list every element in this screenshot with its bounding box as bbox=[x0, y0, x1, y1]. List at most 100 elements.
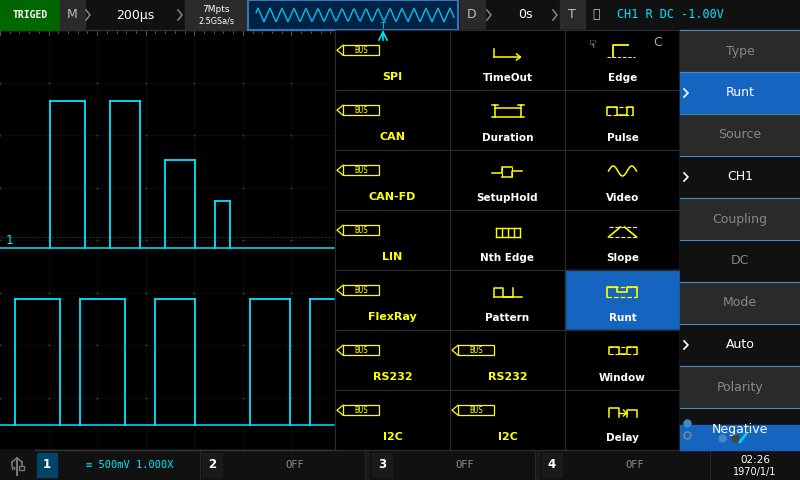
Text: T: T bbox=[568, 9, 576, 22]
Bar bbox=[565, 330, 680, 390]
Bar bbox=[335, 390, 450, 450]
Text: 3: 3 bbox=[378, 458, 386, 471]
Bar bbox=[248, 0, 458, 30]
Bar bbox=[680, 198, 800, 240]
Text: BUS: BUS bbox=[469, 346, 483, 355]
Bar bbox=[450, 150, 565, 210]
Bar bbox=[450, 90, 565, 150]
Text: 4: 4 bbox=[548, 458, 556, 471]
Text: Polarity: Polarity bbox=[717, 381, 763, 394]
Bar bbox=[450, 270, 565, 330]
Text: D: D bbox=[467, 9, 477, 22]
Bar bbox=[680, 408, 800, 450]
Text: CAN-FD: CAN-FD bbox=[369, 192, 416, 202]
Bar bbox=[335, 270, 450, 330]
Text: FlexRay: FlexRay bbox=[368, 312, 417, 322]
Text: TimeOut: TimeOut bbox=[482, 73, 533, 83]
Text: ⌶: ⌶ bbox=[592, 9, 600, 22]
Text: BUS: BUS bbox=[469, 406, 483, 415]
Text: TRIGED: TRIGED bbox=[12, 10, 48, 20]
Bar bbox=[710, 450, 800, 480]
Bar bbox=[335, 330, 450, 390]
Bar bbox=[0, 30, 680, 450]
Text: T: T bbox=[381, 22, 386, 31]
Bar bbox=[335, 390, 450, 450]
Bar bbox=[335, 90, 450, 150]
Text: DC: DC bbox=[731, 254, 749, 267]
Text: BUS: BUS bbox=[354, 286, 368, 295]
Bar bbox=[680, 425, 800, 450]
Text: BUS: BUS bbox=[354, 166, 368, 175]
Text: BUS: BUS bbox=[354, 226, 368, 235]
Bar bbox=[0, 0, 800, 30]
Text: I2C: I2C bbox=[382, 432, 402, 442]
Text: Runt: Runt bbox=[609, 313, 636, 323]
Bar bbox=[335, 30, 450, 90]
Text: Pattern: Pattern bbox=[486, 313, 530, 323]
Bar bbox=[565, 390, 680, 450]
Bar bbox=[680, 324, 800, 366]
Text: Nth Edge: Nth Edge bbox=[481, 253, 534, 263]
Text: BUS: BUS bbox=[354, 106, 368, 115]
Bar bbox=[565, 210, 680, 270]
Bar bbox=[343, 345, 379, 355]
Bar bbox=[680, 114, 800, 156]
Text: 2: 2 bbox=[208, 458, 216, 471]
Text: Mode: Mode bbox=[723, 297, 757, 310]
Bar bbox=[343, 165, 379, 175]
Bar bbox=[335, 150, 450, 210]
Bar bbox=[372, 453, 392, 477]
Bar bbox=[680, 366, 800, 408]
Bar bbox=[565, 150, 680, 210]
Bar bbox=[335, 90, 450, 150]
Bar bbox=[565, 150, 680, 210]
Text: OFF: OFF bbox=[626, 460, 644, 470]
Text: C: C bbox=[654, 36, 662, 49]
Bar bbox=[0, 450, 35, 480]
Text: BUS: BUS bbox=[354, 346, 368, 355]
Bar bbox=[458, 405, 494, 415]
Text: Delay: Delay bbox=[606, 433, 639, 443]
Bar bbox=[680, 30, 800, 72]
Bar bbox=[450, 270, 565, 330]
Bar bbox=[565, 90, 680, 150]
Text: Type: Type bbox=[726, 45, 754, 58]
Bar bbox=[185, 0, 247, 30]
Text: OFF: OFF bbox=[456, 460, 474, 470]
Text: RS232: RS232 bbox=[373, 372, 412, 382]
Bar bbox=[19, 466, 24, 470]
Text: SetupHold: SetupHold bbox=[477, 193, 538, 203]
Bar bbox=[565, 30, 680, 90]
Bar bbox=[335, 150, 450, 210]
Bar bbox=[343, 285, 379, 295]
Bar bbox=[565, 330, 680, 390]
Bar bbox=[450, 390, 565, 450]
Text: BUS: BUS bbox=[354, 46, 368, 55]
Bar bbox=[335, 330, 450, 390]
Bar bbox=[335, 30, 450, 90]
Bar bbox=[60, 0, 85, 30]
Text: 200μs: 200μs bbox=[116, 9, 154, 22]
Text: Negative: Negative bbox=[712, 422, 768, 435]
Bar bbox=[450, 30, 565, 90]
Bar bbox=[565, 30, 680, 90]
Text: CH1: CH1 bbox=[727, 170, 753, 183]
Bar bbox=[450, 330, 565, 390]
Text: Auto: Auto bbox=[726, 338, 754, 351]
Text: 1: 1 bbox=[6, 233, 14, 247]
Text: Window: Window bbox=[599, 373, 646, 383]
Bar bbox=[565, 210, 680, 270]
Bar bbox=[450, 330, 565, 390]
Bar bbox=[0, 450, 800, 480]
Bar bbox=[200, 450, 365, 480]
Bar bbox=[565, 270, 680, 330]
Text: Duration: Duration bbox=[482, 133, 534, 143]
Bar bbox=[458, 345, 494, 355]
Bar bbox=[680, 240, 800, 282]
Bar bbox=[565, 90, 680, 150]
Bar bbox=[450, 390, 565, 450]
Text: Runt: Runt bbox=[726, 86, 754, 99]
Bar bbox=[343, 225, 379, 235]
Bar bbox=[248, 0, 458, 30]
Bar bbox=[335, 210, 450, 270]
